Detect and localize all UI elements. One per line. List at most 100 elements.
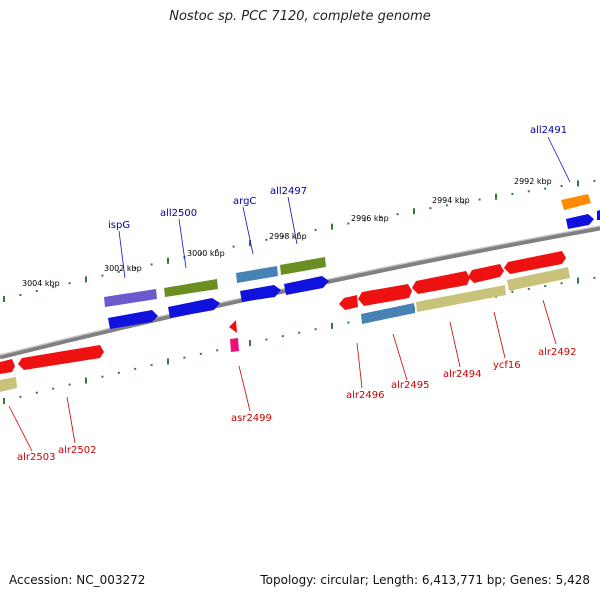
top-feature-row: [104, 194, 591, 307]
scale-top-major-tick: [85, 276, 87, 283]
scale-top-minor-tick: [150, 263, 153, 266]
scale-bottom-minor-tick: [101, 375, 104, 378]
scale-bottom-minor-tick: [314, 328, 317, 331]
scale-top-minor-tick: [396, 213, 399, 216]
scale-top-minor-tick: [232, 245, 235, 248]
scale-top-major-tick: [413, 208, 415, 215]
scale-top-minor-tick: [52, 286, 55, 289]
top-cds-row: [108, 210, 600, 329]
scale-bottom-major-tick: [249, 340, 251, 347]
scale-top-minor-tick: [347, 222, 350, 225]
gene-label-alr2494[interactable]: alr2494: [443, 369, 481, 380]
scale-bottom-minor-tick: [347, 321, 350, 324]
gene-alr2492-feature[interactable]: [507, 267, 570, 291]
gene-all2497-feature[interactable]: [280, 257, 326, 275]
scale-top-minor-tick: [429, 207, 432, 210]
gene-alr2494-feature[interactable]: [416, 285, 506, 312]
accession-text: Accession: NC_003272: [9, 573, 146, 587]
scale-top-minor-tick: [35, 290, 38, 292]
scale-top-minor-tick: [265, 238, 268, 241]
scale-bottom-major-tick: [577, 277, 579, 284]
gene-argC-feature[interactable]: [236, 266, 278, 283]
genome-summary-text: Topology: circular; Length: 6,413,771 bp…: [260, 573, 590, 587]
scale-bottom-minor-tick: [183, 356, 186, 359]
scale-bottom-minor-tick: [199, 352, 202, 355]
scale-top-minor-tick: [134, 267, 137, 270]
scale-top-major-tick: [249, 240, 251, 247]
genome-title: Nostoc sp. PCC 7120, complete genome: [169, 9, 431, 24]
scale-bottom-minor-tick: [68, 383, 71, 386]
scale-bottom-major-tick: [167, 358, 169, 365]
scale-top-minor-tick: [363, 219, 366, 222]
scale-top-minor-tick: [593, 179, 596, 182]
scale-top-minor-tick: [462, 201, 465, 204]
gene-alr2495-cds[interactable]: [358, 284, 412, 306]
gene-label-all2500[interactable]: all2500: [160, 208, 197, 219]
scale-bottom-minor-tick: [593, 276, 596, 279]
scale-label-3004: 3004 kbp: [22, 279, 60, 288]
scale-top-minor-tick: [117, 270, 120, 273]
scale-top-minor-tick: [380, 216, 383, 219]
gene-all2497-cds[interactable]: [284, 276, 329, 295]
gene-alr2495-feature[interactable]: [361, 303, 415, 324]
gene-alr2503-feature[interactable]: [0, 377, 17, 392]
gene-alr2502-cds[interactable]: [18, 345, 104, 370]
scale-top-minor-tick: [544, 187, 547, 190]
scale-label-2992: 2992 kbp: [514, 177, 552, 186]
scale-label-2996: 2996 kbp: [351, 214, 389, 223]
gene-argC-cds[interactable]: [240, 285, 281, 302]
gene-label-argC[interactable]: argC: [233, 196, 256, 207]
gene-offscreen-cds[interactable]: [597, 210, 600, 220]
gene-alr2492-cds[interactable]: [504, 251, 566, 274]
gene-all2491-feature[interactable]: [561, 194, 591, 210]
scale-top-minor-tick: [216, 249, 219, 252]
gene-label-alr2502[interactable]: alr2502: [58, 445, 96, 456]
scale-top-major-tick: [577, 180, 579, 187]
scale-top-major-tick: [167, 257, 169, 264]
scale-ticks-bottom: [3, 276, 596, 404]
scale-top-minor-tick: [199, 252, 202, 255]
scale-label-2994: 2994 kbp: [432, 196, 470, 205]
gene-all2500-feature[interactable]: [164, 279, 218, 297]
gene-alr2503-cds[interactable]: [0, 359, 15, 374]
scale-ticks-top: [3, 179, 596, 302]
scale-bottom-minor-tick: [52, 387, 55, 390]
gene-ispG-feature[interactable]: [104, 289, 157, 307]
gene-asr2499-cds[interactable]: [229, 320, 237, 333]
scale-top-minor-tick: [101, 274, 104, 277]
scale-top-minor-tick: [511, 193, 514, 195]
bottom-leader-lines: [8, 299, 557, 452]
scale-top-minor-tick: [281, 235, 284, 238]
scale-top-minor-tick: [19, 294, 22, 296]
gene-label-all2491[interactable]: all2491: [530, 125, 567, 136]
gene-label-alr2492[interactable]: alr2492: [538, 347, 576, 358]
gene-label-asr2499[interactable]: asr2499: [231, 413, 272, 424]
scale-top-major-tick: [495, 193, 497, 200]
scale-bottom-minor-tick: [150, 364, 153, 367]
scale-bottom-major-tick: [85, 377, 87, 384]
gene-label-ycf16[interactable]: ycf16: [493, 360, 521, 371]
gene-label-ispG[interactable]: ispG: [108, 220, 130, 231]
scale-bottom-major-tick: [331, 322, 333, 329]
gene-asr2499-feature[interactable]: [230, 338, 239, 352]
gene-label-all2497[interactable]: all2497: [270, 186, 307, 197]
scale-label-2998: 2998 kbp: [269, 232, 307, 241]
genome-backbone: [0, 225, 600, 360]
scale-top-minor-tick: [560, 185, 563, 187]
gene-label-alr2495[interactable]: alr2495: [391, 380, 429, 391]
gene-alr2494-cds[interactable]: [412, 271, 470, 294]
gene-all2491-cds[interactable]: [566, 214, 594, 229]
scale-top-minor-tick: [445, 204, 448, 207]
gene-label-alr2496[interactable]: alr2496: [346, 390, 384, 401]
scale-top-minor-tick: [478, 198, 481, 201]
gene-all2500-cds[interactable]: [168, 298, 220, 318]
scale-bottom-minor-tick: [19, 395, 22, 398]
gene-ycf16-cds[interactable]: [468, 264, 504, 283]
scale-bottom-minor-tick: [35, 391, 38, 394]
scale-bottom-minor-tick: [560, 282, 563, 285]
bottom-feature-row: [0, 267, 570, 392]
scale-top-minor-tick: [314, 228, 317, 231]
gene-alr2496-cds[interactable]: [339, 295, 358, 310]
gene-ispG-cds[interactable]: [108, 310, 158, 329]
gene-label-alr2503[interactable]: alr2503: [17, 452, 55, 463]
